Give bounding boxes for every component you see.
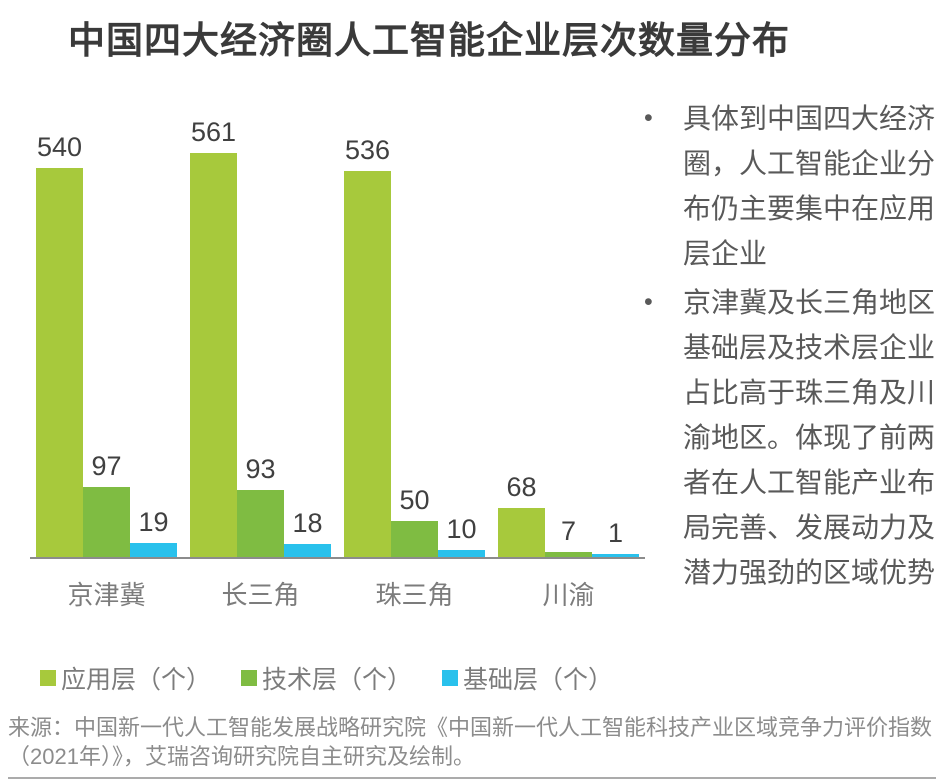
legend-swatch-icon	[442, 670, 459, 686]
legend-label: 基础层（个）	[463, 666, 614, 694]
chart-legend: 应用层（个） 技术层（个） 基础层（个）	[40, 660, 613, 696]
bar-column-app: 536	[344, 136, 391, 557]
bar-value-label: 18	[292, 508, 323, 539]
side-panel: • 具体到中国四大经济圈，人工智能企业分布仍主要集中在应用层企业 • 京津冀及长三角地…	[644, 96, 944, 599]
legend-swatch-icon	[40, 670, 56, 686]
legend-item-app: 应用层（个）	[40, 660, 211, 696]
bar-group-4: 68 7 1	[498, 473, 639, 557]
bar-group-1: 540 97 19	[36, 133, 177, 557]
bar-column-infra: 1	[592, 519, 639, 557]
bar-infra	[438, 550, 485, 557]
source-note: 来源：中国新一代人工智能发展战略研究院《中国新一代人工智能科技产业区域竞争力评价…	[8, 715, 933, 769]
bar-tech	[83, 487, 130, 557]
x-axis-label: 川渝	[542, 580, 595, 610]
bar-app	[190, 153, 237, 557]
bar-column-app: 68	[498, 473, 545, 557]
bar-group-3: 536 50 10	[344, 136, 485, 557]
bar-tech	[237, 490, 284, 557]
x-axis-label: 长三角	[221, 580, 300, 610]
legend-item-tech: 技术层（个）	[241, 660, 412, 696]
bottom-divider	[8, 777, 936, 779]
bar-infra	[284, 544, 331, 557]
x-axis-label: 珠三角	[375, 580, 454, 610]
bar-column-infra: 10	[438, 515, 485, 557]
legend-label: 技术层（个）	[262, 666, 413, 694]
bullet-item-1: • 具体到中国四大经济圈，人工智能企业分布仍主要集中在应用层企业	[644, 96, 944, 276]
bar-chart: 540 97 19 561 93 18 536 50 10 68 7 1 京津冀 长三角 珠三角 川渝	[30, 112, 645, 612]
bar-column-tech: 93	[237, 455, 284, 557]
bullet-marker: •	[644, 104, 653, 132]
bar-tech	[545, 552, 592, 557]
bar-column-tech: 97	[83, 452, 130, 557]
bar-column-infra: 18	[284, 509, 331, 557]
bullet-text: 具体到中国四大经济圈，人工智能企业分布仍主要集中在应用层企业	[683, 103, 936, 269]
bar-column-infra: 19	[130, 508, 177, 557]
bar-value-label: 7	[560, 516, 577, 547]
x-axis-labels: 京津冀 长三角 珠三角 川渝	[30, 575, 645, 612]
x-axis-label: 京津冀	[67, 580, 146, 610]
bar-app	[36, 168, 83, 557]
bar-app	[498, 508, 545, 557]
bar-value-label: 50	[399, 485, 430, 516]
bar-value-label: 1	[607, 518, 624, 549]
bar-tech	[391, 521, 438, 557]
bar-column-app: 540	[36, 133, 83, 557]
legend-label: 应用层（个）	[61, 666, 212, 694]
bar-value-label: 93	[245, 454, 276, 485]
bullet-item-2: • 京津冀及长三角地区基础层及技术层企业占比高于珠三角及川渝地区。体现了前两者在人…	[644, 280, 944, 595]
bullet-marker: •	[644, 288, 653, 316]
bar-group-2: 561 93 18	[190, 118, 331, 557]
bar-value-label: 536	[344, 135, 391, 166]
bar-app	[344, 171, 391, 557]
legend-swatch-icon	[241, 670, 258, 686]
bar-value-label: 10	[446, 514, 477, 545]
bullet-text: 京津冀及长三角地区基础层及技术层企业占比高于珠三角及川渝地区。体现了前两者在人工…	[683, 287, 936, 588]
bar-value-label: 97	[91, 451, 122, 482]
bar-column-tech: 7	[545, 517, 592, 557]
bar-value-label: 19	[138, 507, 169, 538]
bar-infra	[130, 543, 177, 557]
bar-infra	[592, 554, 639, 557]
plot-area: 540 97 19 561 93 18 536 50 10 68 7 1	[30, 112, 645, 559]
bar-value-label: 68	[506, 472, 537, 503]
chart-title: 中国四大经济圈人工智能企业层次数量分布	[68, 20, 790, 61]
bar-value-label: 561	[190, 117, 237, 148]
legend-item-infra: 基础层（个）	[442, 660, 613, 696]
bar-column-app: 561	[190, 118, 237, 557]
bar-value-label: 540	[36, 132, 83, 163]
bar-column-tech: 50	[391, 486, 438, 557]
